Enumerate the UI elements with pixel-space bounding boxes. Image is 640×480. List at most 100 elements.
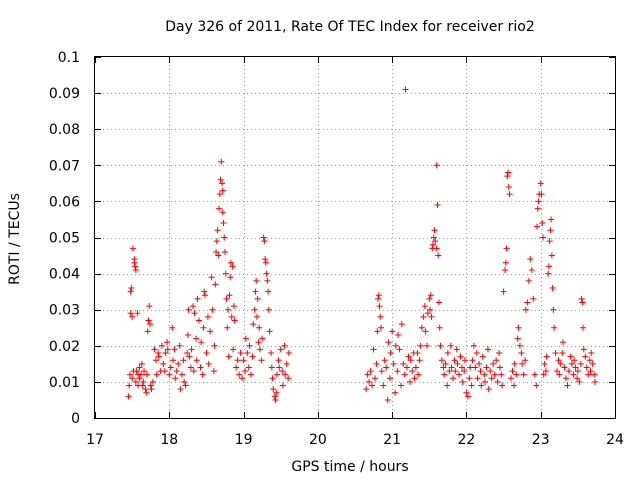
data-point xyxy=(279,382,286,389)
data-point xyxy=(453,346,460,353)
data-point xyxy=(129,313,136,320)
data-point xyxy=(556,371,563,378)
data-point xyxy=(418,324,425,331)
data-point xyxy=(374,328,381,335)
data-point xyxy=(469,357,476,364)
data-point xyxy=(525,277,532,284)
data-point xyxy=(256,324,263,331)
data-point xyxy=(234,357,241,364)
data-point xyxy=(561,364,568,371)
data-point xyxy=(264,277,271,284)
data-point xyxy=(586,357,593,364)
data-point xyxy=(246,342,253,349)
data-point xyxy=(466,375,473,382)
data-point xyxy=(432,238,439,245)
data-point xyxy=(146,303,153,310)
data-point xyxy=(212,281,219,288)
data-point xyxy=(153,371,160,378)
data-point xyxy=(555,357,562,364)
data-point xyxy=(568,360,575,367)
data-point xyxy=(585,371,592,378)
data-point xyxy=(261,238,268,245)
data-point xyxy=(126,371,133,378)
data-point xyxy=(213,248,220,255)
data-point xyxy=(392,389,399,396)
data-point xyxy=(451,357,458,364)
data-point xyxy=(171,346,178,353)
data-point xyxy=(127,288,134,295)
data-point xyxy=(412,364,419,371)
data-point xyxy=(226,292,233,299)
data-point xyxy=(528,266,535,273)
data-point xyxy=(279,368,286,375)
data-point xyxy=(151,346,158,353)
data-point xyxy=(505,169,512,176)
data-point xyxy=(378,324,384,331)
data-point xyxy=(285,375,292,382)
data-point xyxy=(127,310,134,317)
data-point xyxy=(467,364,474,371)
data-point xyxy=(484,346,491,353)
data-point xyxy=(160,360,167,367)
data-point xyxy=(136,364,143,371)
x-axis-label: GPS time / hours xyxy=(291,459,408,475)
data-point xyxy=(268,364,275,371)
data-point xyxy=(366,378,373,385)
data-point xyxy=(516,342,523,349)
y-axis-label: ROTI / TECUs xyxy=(7,193,23,285)
data-point xyxy=(167,364,174,371)
data-point xyxy=(172,375,179,382)
data-point xyxy=(186,353,193,360)
data-points xyxy=(125,86,598,403)
data-point xyxy=(254,295,261,302)
y-tick-label: 0.05 xyxy=(49,231,80,247)
data-point xyxy=(433,245,440,252)
data-point xyxy=(134,310,141,317)
data-point xyxy=(233,364,240,371)
data-point xyxy=(263,270,270,277)
data-point xyxy=(398,321,405,328)
data-point xyxy=(578,295,585,302)
data-point xyxy=(223,295,230,302)
data-point xyxy=(490,360,497,367)
data-point xyxy=(191,310,198,317)
data-point xyxy=(141,368,148,375)
y-tick-label: 0.03 xyxy=(49,303,80,319)
data-point xyxy=(248,371,254,378)
data-point xyxy=(259,335,266,342)
data-point xyxy=(482,378,488,385)
data-point xyxy=(591,378,598,385)
data-point xyxy=(385,339,392,346)
data-point xyxy=(401,371,408,378)
data-point xyxy=(435,252,442,259)
data-point xyxy=(384,396,391,403)
data-point xyxy=(242,335,249,342)
data-point xyxy=(274,371,280,378)
data-point xyxy=(409,368,416,375)
data-point xyxy=(236,371,243,378)
data-point xyxy=(367,368,374,375)
data-point xyxy=(144,328,151,335)
plot-frame xyxy=(94,56,616,419)
data-point xyxy=(265,288,272,295)
x-tick-label: 19 xyxy=(235,432,253,448)
data-point xyxy=(245,364,252,371)
data-point xyxy=(184,331,191,338)
data-point xyxy=(456,371,462,378)
x-tick-label: 24 xyxy=(606,432,624,448)
data-point xyxy=(200,324,207,331)
data-point xyxy=(459,378,466,385)
data-point xyxy=(250,321,257,328)
data-point xyxy=(476,360,483,367)
data-point xyxy=(579,299,586,306)
data-point xyxy=(442,360,449,367)
data-point xyxy=(405,353,412,360)
data-point xyxy=(201,288,208,295)
data-point xyxy=(176,342,183,349)
data-point xyxy=(216,205,223,212)
data-point xyxy=(545,263,552,270)
data-point xyxy=(458,364,465,371)
data-point xyxy=(213,238,220,245)
data-point xyxy=(251,306,258,313)
